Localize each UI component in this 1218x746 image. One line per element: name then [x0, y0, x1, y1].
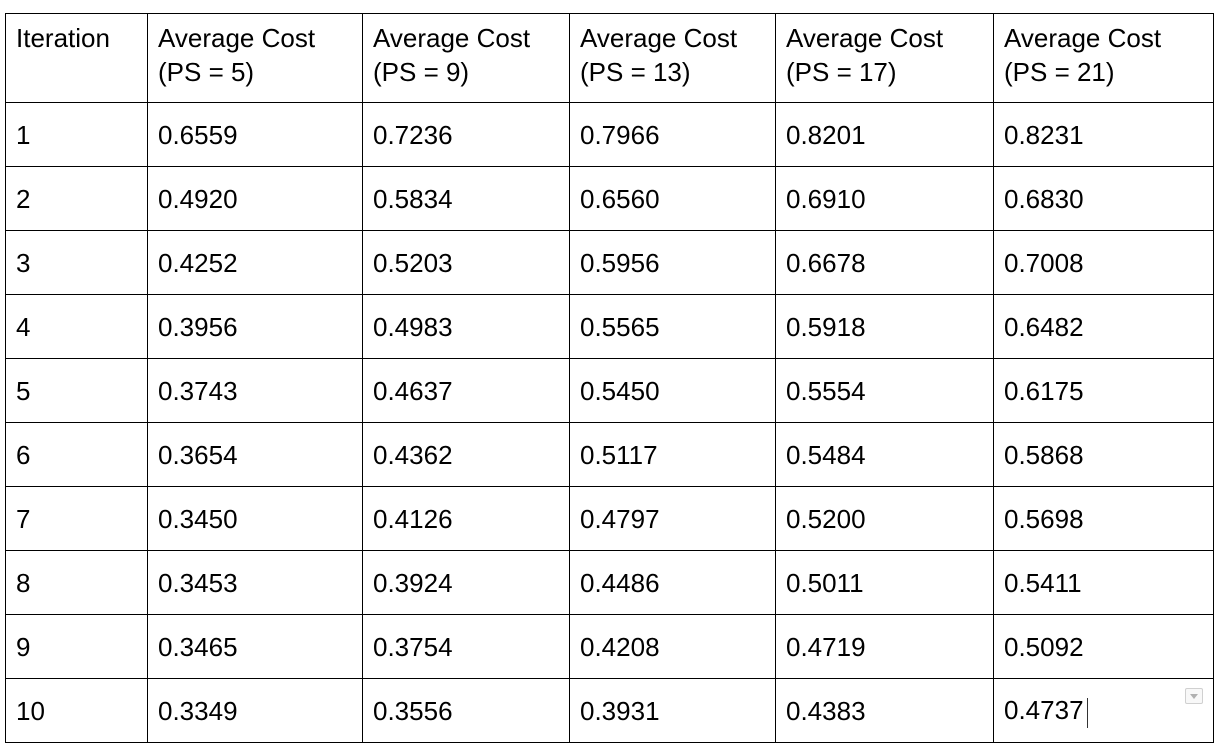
table-row: 9 0.3465 0.3754 0.4208 0.4719 0.5092 [5, 614, 1214, 679]
table-cell[interactable]: 0.4719 [775, 614, 994, 679]
table-cell[interactable]: 0.5411 [993, 550, 1214, 615]
table-cell[interactable]: 0.4126 [362, 486, 570, 551]
table-cell[interactable]: 0.5200 [775, 486, 994, 551]
table-cell[interactable]: 0.6910 [775, 166, 994, 231]
table-cell[interactable]: 0.3754 [362, 614, 570, 679]
data-table-container: Iteration Average Cost (PS = 5) Average … [5, 13, 1214, 743]
table-row: 8 0.3453 0.3924 0.4486 0.5011 0.5411 [5, 550, 1214, 615]
header-average-cost-ps-13[interactable]: Average Cost (PS = 13) [569, 13, 776, 103]
table-cell[interactable]: 0.4983 [362, 294, 570, 359]
table-cell[interactable]: 0.3465 [147, 614, 363, 679]
table-cell[interactable]: 0.5092 [993, 614, 1214, 679]
table-cell[interactable]: 0.6559 [147, 102, 363, 167]
table-cell[interactable]: 0.5554 [775, 358, 994, 423]
table-row: 7 0.3450 0.4126 0.4797 0.5200 0.5698 [5, 486, 1214, 551]
table-cell[interactable]: 0.5117 [569, 422, 776, 487]
table-cell[interactable]: 0.3931 [569, 678, 776, 743]
header-line: Iteration [16, 23, 110, 53]
table-cell[interactable]: 6 [5, 422, 148, 487]
table-cell[interactable]: 0.6830 [993, 166, 1214, 231]
average-cost-table: Iteration Average Cost (PS = 5) Average … [5, 13, 1214, 743]
table-row: 3 0.4252 0.5203 0.5956 0.6678 0.7008 [5, 230, 1214, 295]
table-cell[interactable]: 1 [5, 102, 148, 167]
table-cell[interactable]: 0.7236 [362, 102, 570, 167]
table-cell[interactable]: 0.5698 [993, 486, 1214, 551]
table-cell[interactable]: 0.3956 [147, 294, 363, 359]
table-cell[interactable]: 0.5565 [569, 294, 776, 359]
table-cell[interactable]: 0.3349 [147, 678, 363, 743]
table-row: 6 0.3654 0.4362 0.5117 0.5484 0.5868 [5, 422, 1214, 487]
table-row: 2 0.4920 0.5834 0.6560 0.6910 0.6830 [5, 166, 1214, 231]
table-cell[interactable]: 0.6560 [569, 166, 776, 231]
text-cursor [1086, 697, 1088, 728]
table-cell[interactable]: 0.4252 [147, 230, 363, 295]
cell-value: 0.4737 [1004, 695, 1084, 726]
table-cell[interactable]: 2 [5, 166, 148, 231]
table-cell[interactable]: 0.4797 [569, 486, 776, 551]
table-cell[interactable]: 10 [5, 678, 148, 743]
header-line: (PS = 17) [786, 57, 897, 87]
table-row: 5 0.3743 0.4637 0.5450 0.5554 0.6175 [5, 358, 1214, 423]
table-cell[interactable]: 0.3453 [147, 550, 363, 615]
header-line: Average Cost [158, 23, 316, 53]
table-cell[interactable]: 5 [5, 358, 148, 423]
table-cell[interactable]: 0.3924 [362, 550, 570, 615]
table-row: 4 0.3956 0.4983 0.5565 0.5918 0.6482 [5, 294, 1214, 359]
table-cell[interactable]: 0.5203 [362, 230, 570, 295]
table-cell[interactable]: 0.3450 [147, 486, 363, 551]
table-cell[interactable]: 0.8231 [993, 102, 1214, 167]
header-line: (PS = 9) [373, 57, 470, 87]
header-average-cost-ps-17[interactable]: Average Cost (PS = 17) [775, 13, 994, 103]
table-cell[interactable]: 0.8201 [775, 102, 994, 167]
table-cell[interactable]: 0.3743 [147, 358, 363, 423]
active-table-cell[interactable]: 0.4737 [993, 678, 1214, 743]
header-line: Average Cost [786, 23, 944, 53]
table-cell[interactable]: 0.6175 [993, 358, 1214, 423]
table-cell[interactable]: 8 [5, 550, 148, 615]
table-cell[interactable]: 0.7008 [993, 230, 1214, 295]
header-average-cost-ps-21[interactable]: Average Cost (PS = 21) [993, 13, 1214, 103]
table-cell[interactable]: 0.5918 [775, 294, 994, 359]
table-cell[interactable]: 0.5011 [775, 550, 994, 615]
header-line: Average Cost [1004, 23, 1162, 53]
header-average-cost-ps-5[interactable]: Average Cost (PS = 5) [147, 13, 363, 103]
header-row: Iteration Average Cost (PS = 5) Average … [5, 13, 1214, 103]
table-cell[interactable]: 3 [5, 230, 148, 295]
table-cell[interactable]: 0.4383 [775, 678, 994, 743]
table-cell[interactable]: 4 [5, 294, 148, 359]
table-cell[interactable]: 0.6678 [775, 230, 994, 295]
table-cell[interactable]: 0.5834 [362, 166, 570, 231]
table-cell[interactable]: 0.6482 [993, 294, 1214, 359]
table-cell[interactable]: 0.4362 [362, 422, 570, 487]
table-cell[interactable]: 0.7966 [569, 102, 776, 167]
header-line: (PS = 21) [1004, 57, 1115, 87]
table-cell[interactable]: 0.5484 [775, 422, 994, 487]
table-cell[interactable]: 0.3654 [147, 422, 363, 487]
table-row: 10 0.3349 0.3556 0.3931 0.4383 0.4737 [5, 678, 1214, 743]
header-average-cost-ps-9[interactable]: Average Cost (PS = 9) [362, 13, 570, 103]
table-cell[interactable]: 0.5450 [569, 358, 776, 423]
table-cell[interactable]: 0.5956 [569, 230, 776, 295]
table-cell[interactable]: 7 [5, 486, 148, 551]
table-cell[interactable]: 0.5868 [993, 422, 1214, 487]
table-cell[interactable]: 0.4920 [147, 166, 363, 231]
header-line: (PS = 5) [158, 57, 255, 87]
table-cell[interactable]: 0.4208 [569, 614, 776, 679]
table-cell[interactable]: 0.3556 [362, 678, 570, 743]
header-iteration[interactable]: Iteration [5, 13, 148, 103]
table-row: 1 0.6559 0.7236 0.7966 0.8201 0.8231 [5, 102, 1214, 167]
table-cell[interactable]: 0.4486 [569, 550, 776, 615]
chevron-down-icon[interactable] [1185, 688, 1203, 704]
header-line: Average Cost [580, 23, 738, 53]
header-line: (PS = 13) [580, 57, 691, 87]
table-cell[interactable]: 0.4637 [362, 358, 570, 423]
header-line: Average Cost [373, 23, 531, 53]
table-cell[interactable]: 9 [5, 614, 148, 679]
